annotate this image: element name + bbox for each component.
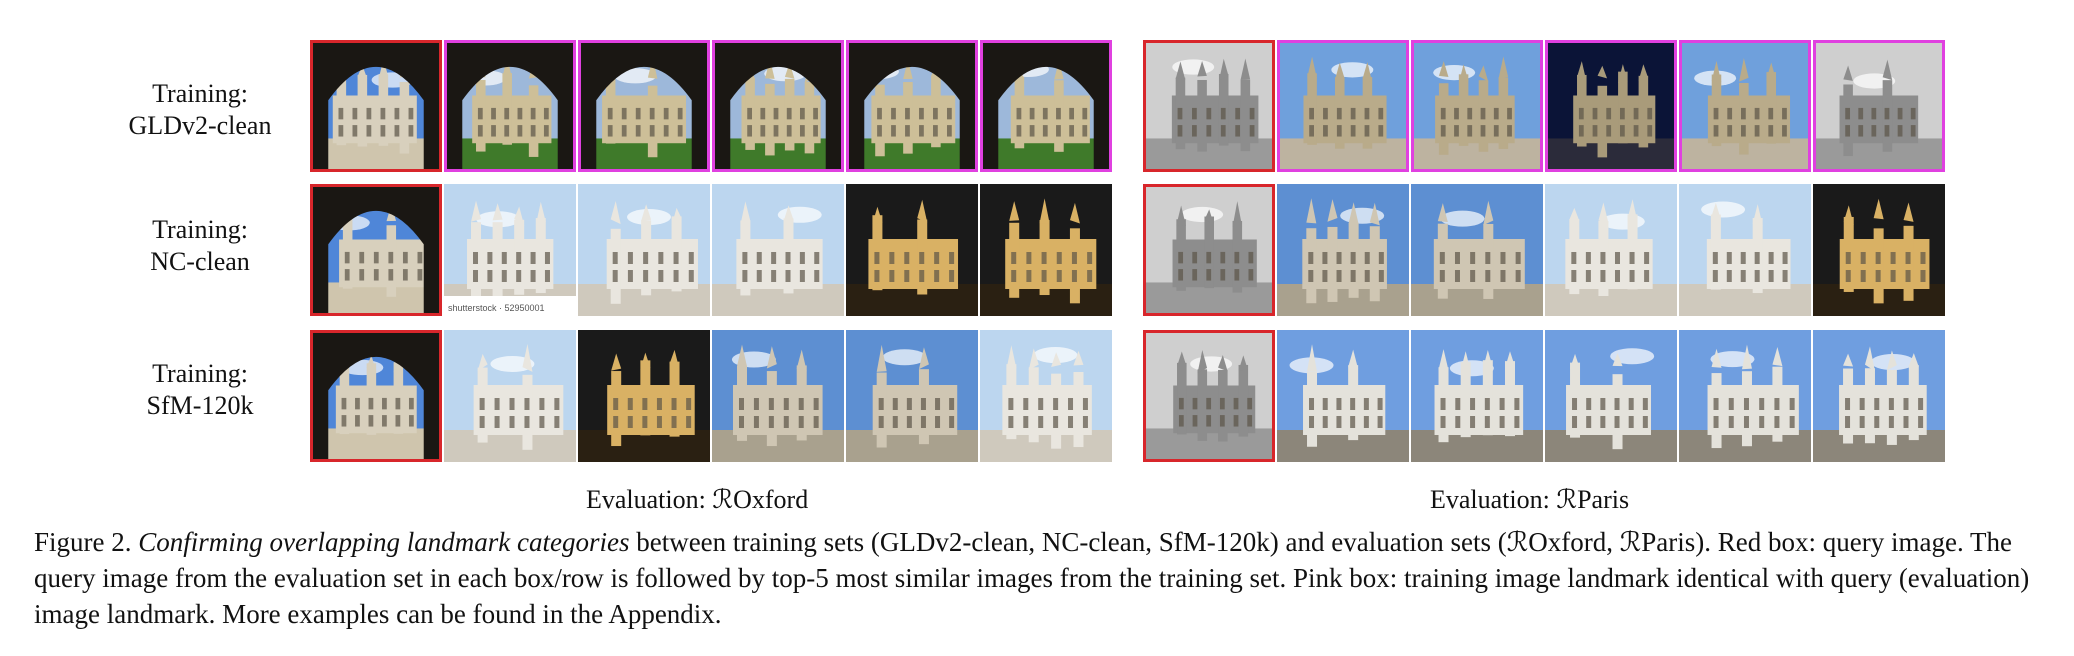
caption-body: between training sets (GLDv2-clean, NC-c… <box>34 527 2030 629</box>
landmark-photo <box>715 43 841 169</box>
training-image <box>1679 330 1811 462</box>
watermark-text: shutterstock · 52950001 <box>448 303 545 313</box>
matching-training-image <box>1545 40 1677 172</box>
landmark-photo <box>1682 43 1808 169</box>
landmark-photo <box>1414 43 1540 169</box>
training-image <box>444 330 576 462</box>
landmark-photo <box>1277 184 1409 316</box>
landmark-photo <box>1146 43 1272 169</box>
training-image <box>1277 330 1409 462</box>
training-image <box>1411 184 1543 316</box>
training-image <box>980 330 1112 462</box>
landmark-photo <box>1679 330 1811 462</box>
caption-title: Confirming overlapping landmark categori… <box>138 527 630 557</box>
training-image <box>1679 184 1811 316</box>
query-image <box>1143 184 1275 316</box>
training-image <box>578 330 710 462</box>
landmark-photo <box>980 184 1112 316</box>
matching-training-image <box>444 40 576 172</box>
landmark-photo <box>1277 330 1409 462</box>
landmark-photo <box>846 330 978 462</box>
landmark-photo <box>1146 187 1272 313</box>
landmark-photo <box>581 43 707 169</box>
matching-training-image <box>1411 40 1543 172</box>
row-label-nc: Training: NC-clean <box>80 214 320 278</box>
query-image <box>310 40 442 172</box>
landmark-photo <box>1146 333 1272 459</box>
row-label-gldv2: Training: GLDv2-clean <box>80 78 320 142</box>
landmark-photo <box>444 330 576 462</box>
landmark-photo <box>1545 330 1677 462</box>
query-image <box>310 184 442 316</box>
matching-training-image <box>980 40 1112 172</box>
landmark-photo <box>313 187 439 313</box>
caption-fig-num: Figure 2. <box>34 527 132 557</box>
matching-training-image <box>712 40 844 172</box>
landmark-photo <box>444 184 576 316</box>
figure-caption: Figure 2. Confirming overlapping landmar… <box>34 524 2044 632</box>
query-image <box>310 330 442 462</box>
landmark-photo <box>447 43 573 169</box>
landmark-photo <box>846 184 978 316</box>
training-image <box>578 184 710 316</box>
eval-label-oxford: Evaluation: ℛOxford <box>586 485 809 514</box>
landmark-photo <box>1411 184 1543 316</box>
matching-training-image <box>578 40 710 172</box>
landmark-photo <box>983 43 1109 169</box>
training-image <box>1277 184 1409 316</box>
landmark-photo <box>1813 330 1945 462</box>
landmark-photo <box>313 43 439 169</box>
eval-label-paris: Evaluation: ℛParis <box>1430 485 1630 514</box>
training-image <box>1545 184 1677 316</box>
paris-row-sfm <box>1143 330 1945 462</box>
matching-training-image <box>1813 40 1945 172</box>
training-image <box>712 330 844 462</box>
oxford-row-nc: shutterstock · 52950001 <box>310 184 1112 316</box>
landmark-photo <box>1816 43 1942 169</box>
training-image <box>846 330 978 462</box>
matching-training-image <box>1277 40 1409 172</box>
landmark-photo <box>1280 43 1406 169</box>
paris-row-nc <box>1143 184 1945 316</box>
landmark-photo <box>1679 184 1811 316</box>
landmark-photo <box>849 43 975 169</box>
training-image <box>1813 184 1945 316</box>
training-image <box>712 184 844 316</box>
landmark-photo <box>578 330 710 462</box>
landmark-photo <box>980 330 1112 462</box>
row-label-line1: Training: <box>152 215 248 244</box>
training-image <box>1813 330 1945 462</box>
landmark-photo <box>1813 184 1945 316</box>
row-label-sfm: Training: SfM-120k <box>80 358 320 422</box>
row-label-line2: NC-clean <box>150 247 250 276</box>
oxford-row-gldv2 <box>310 40 1112 172</box>
matching-training-image <box>846 40 978 172</box>
row-label-line1: Training: <box>152 359 248 388</box>
training-image <box>846 184 978 316</box>
landmark-photo <box>712 184 844 316</box>
landmark-photo <box>712 330 844 462</box>
query-image <box>1143 330 1275 462</box>
training-image: shutterstock · 52950001 <box>444 184 576 316</box>
training-image <box>1545 330 1677 462</box>
landmark-photo <box>1411 330 1543 462</box>
query-image <box>1143 40 1275 172</box>
row-label-line1: Training: <box>152 79 248 108</box>
matching-training-image <box>1679 40 1811 172</box>
training-image <box>1411 330 1543 462</box>
landmark-photo <box>313 333 439 459</box>
landmark-photo <box>1548 43 1674 169</box>
landmark-photo <box>578 184 710 316</box>
oxford-row-sfm <box>310 330 1112 462</box>
row-label-line2: SfM-120k <box>146 391 254 420</box>
training-image <box>980 184 1112 316</box>
row-label-line2: GLDv2-clean <box>128 111 272 140</box>
paris-row-gldv2 <box>1143 40 1945 172</box>
landmark-photo <box>1545 184 1677 316</box>
